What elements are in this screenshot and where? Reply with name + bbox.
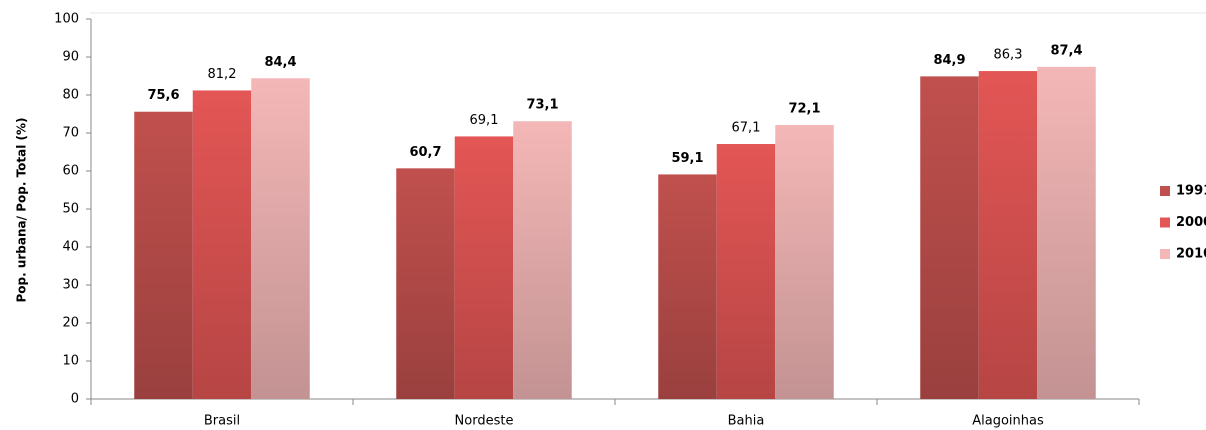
bar — [251, 78, 310, 399]
y-axis-label: Pop. urbana/ Pop. Total (%) — [15, 117, 29, 302]
data-label: 72,1 — [788, 102, 820, 117]
legend-label: 2010 — [1176, 247, 1206, 262]
y-tick-label: 0 — [71, 392, 79, 407]
legend-label: 1991 — [1176, 184, 1206, 199]
legend-swatch — [1160, 249, 1170, 259]
data-label: 69,1 — [470, 113, 499, 128]
y-tick-label: 70 — [62, 126, 79, 141]
bar — [716, 144, 776, 399]
y-tick-label: 90 — [62, 50, 79, 65]
legend-swatch — [1160, 217, 1170, 228]
legend-label: 2000 — [1176, 215, 1206, 230]
x-tick-label: Alagoinhas — [972, 414, 1044, 429]
bar — [454, 136, 514, 400]
x-tick-label: Nordeste — [455, 414, 514, 429]
bar — [1037, 66, 1096, 399]
y-tick-label: 100 — [54, 12, 79, 27]
y-tick-label: 50 — [62, 202, 79, 217]
data-label: 60,7 — [409, 145, 441, 160]
y-tick-label: 10 — [62, 354, 79, 369]
x-tick-label: Bahia — [728, 414, 765, 429]
data-label: 59,1 — [671, 151, 703, 166]
bar — [192, 90, 252, 399]
bar — [134, 111, 193, 399]
y-tick-label: 80 — [62, 88, 79, 103]
y-tick-label: 60 — [62, 164, 79, 179]
data-label: 84,4 — [264, 55, 296, 70]
data-label: 81,2 — [208, 67, 237, 82]
data-label: 84,9 — [933, 53, 965, 68]
bar — [513, 121, 572, 399]
bar — [920, 76, 979, 399]
bar — [396, 168, 455, 399]
x-tick-label: Brasil — [204, 414, 240, 429]
data-label: 73,1 — [526, 98, 558, 113]
y-tick-label: 20 — [62, 316, 79, 331]
data-label: 86,3 — [994, 48, 1023, 63]
data-label: 67,1 — [732, 121, 761, 136]
bar — [658, 174, 717, 399]
y-tick-label: 40 — [62, 240, 79, 255]
y-tick-label: 30 — [62, 278, 79, 293]
bar — [978, 71, 1038, 399]
data-label: 75,6 — [147, 88, 179, 103]
bar — [775, 125, 834, 400]
data-label: 87,4 — [1050, 43, 1082, 58]
legend-swatch — [1160, 186, 1170, 196]
